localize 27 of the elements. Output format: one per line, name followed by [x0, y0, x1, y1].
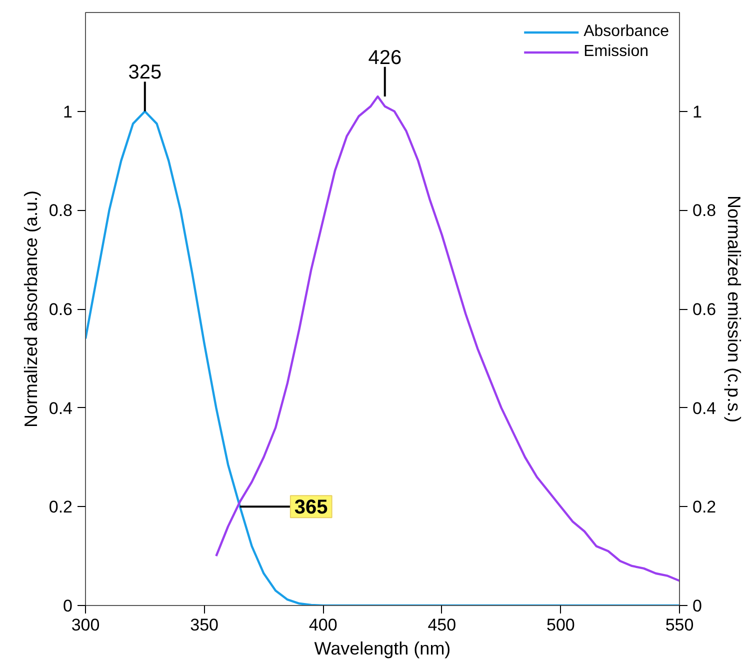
x-tick-label: 350 — [190, 616, 218, 634]
y-tick-label: 0.2 — [48, 498, 73, 517]
y2-tick-label: 0 — [692, 596, 702, 616]
y-tick-label: 0.8 — [48, 201, 73, 220]
annotation: 365 — [294, 496, 328, 519]
x-tick-label: 550 — [665, 616, 694, 634]
legend-label: Absorbance — [584, 23, 669, 41]
x-tick-label: 300 — [71, 616, 100, 634]
line-series — [215, 95, 680, 582]
y2-tick-label: 1 — [692, 102, 702, 122]
y-tick-label: 0.6 — [48, 300, 73, 319]
y-tick-label: 0.4 — [48, 398, 73, 418]
x-tick-label: 400 — [308, 616, 338, 634]
x-tick-label: 450 — [428, 616, 456, 634]
x-axis-title: Wavelength (nm) — [314, 638, 451, 658]
y2-tick-label: 0.4 — [692, 398, 716, 418]
y2-axis-title: Normalized emission (c.p.s.) — [724, 195, 744, 423]
y-tick-label: 0 — [63, 596, 73, 616]
y2-tick-label: 0.8 — [692, 201, 716, 220]
y2-tick-label: 0.2 — [692, 498, 716, 517]
annotation: 426 — [368, 46, 402, 69]
y2-tick-label: 0.6 — [692, 300, 716, 319]
y-axis-title: Normalized absorbance (a.u.) — [20, 190, 41, 428]
annotation: 325 — [128, 62, 162, 84]
legend-label: Emission — [584, 43, 649, 61]
x-tick-label: 500 — [546, 616, 575, 634]
y-tick-label: 1 — [63, 102, 73, 122]
